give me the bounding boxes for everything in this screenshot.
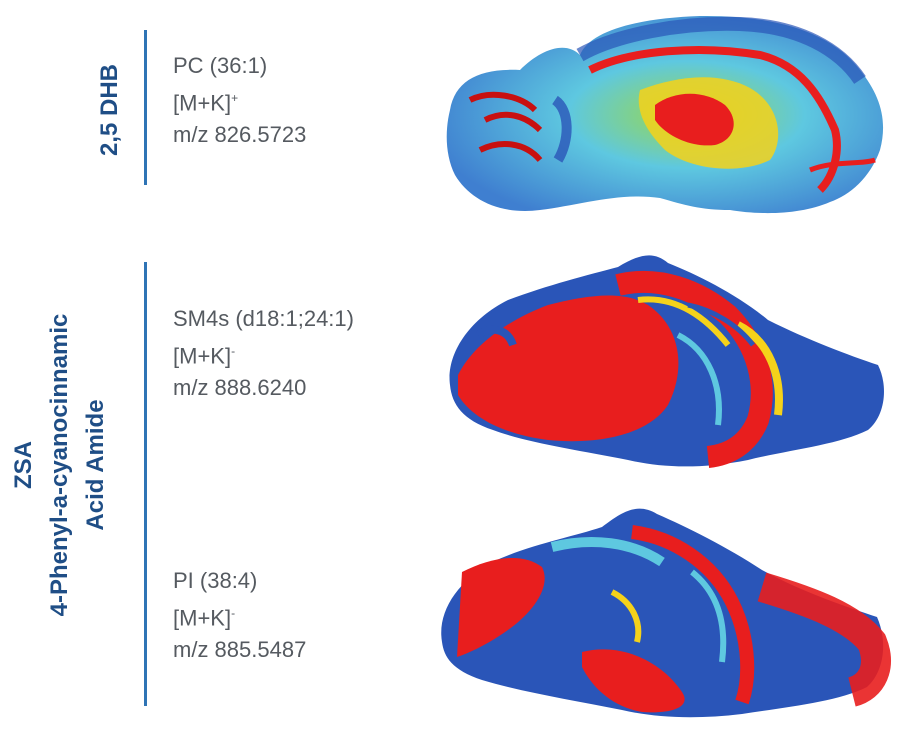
matrix-label-zsa-line2: 4-Phenyl-a-cyanocinnamic xyxy=(46,313,73,617)
mz-value: m/z 826.5723 xyxy=(173,122,307,148)
adduct-label: [M+K]+ xyxy=(173,90,239,116)
matrix-label-zsa-line1: ZSA xyxy=(10,441,37,489)
matrix-label-zsa-line3: Acid Amide xyxy=(82,399,109,531)
ms-image-sm4s xyxy=(449,255,884,468)
matrix-label-zsa: ZSA 4-Phenyl-a-cyanocinnamic Acid Amide xyxy=(6,235,114,695)
matrix-label-dhb: 2,5 DHB xyxy=(96,30,124,190)
ms-image-pc xyxy=(446,15,884,214)
annotation-pc: PC (36:1) [M+K]+ m/z 826.5723 xyxy=(173,50,306,151)
mz-value: m/z 885.5487 xyxy=(173,637,307,663)
lipid-name: SM4s (d18:1;24:1) xyxy=(173,306,354,331)
ms-image-pi xyxy=(441,508,891,718)
lipid-name: PI (38:4) xyxy=(173,568,258,593)
annotation-pi: PI (38:4) [M+K]- m/z 885.5487 xyxy=(173,565,306,666)
adduct-label: [M+K]- xyxy=(173,343,236,369)
mz-value: m/z 888.6240 xyxy=(173,375,307,401)
annotation-sm4s: SM4s (d18:1;24:1) [M+K]- m/z 888.6240 xyxy=(173,303,354,404)
divider-bar-top xyxy=(144,30,147,185)
lipid-name: PC (36:1) xyxy=(173,53,268,78)
adduct-label: [M+K]- xyxy=(173,605,236,631)
divider-bar-bottom xyxy=(144,262,147,706)
matrix-label-dhb-text: 2,5 DHB xyxy=(96,63,123,157)
